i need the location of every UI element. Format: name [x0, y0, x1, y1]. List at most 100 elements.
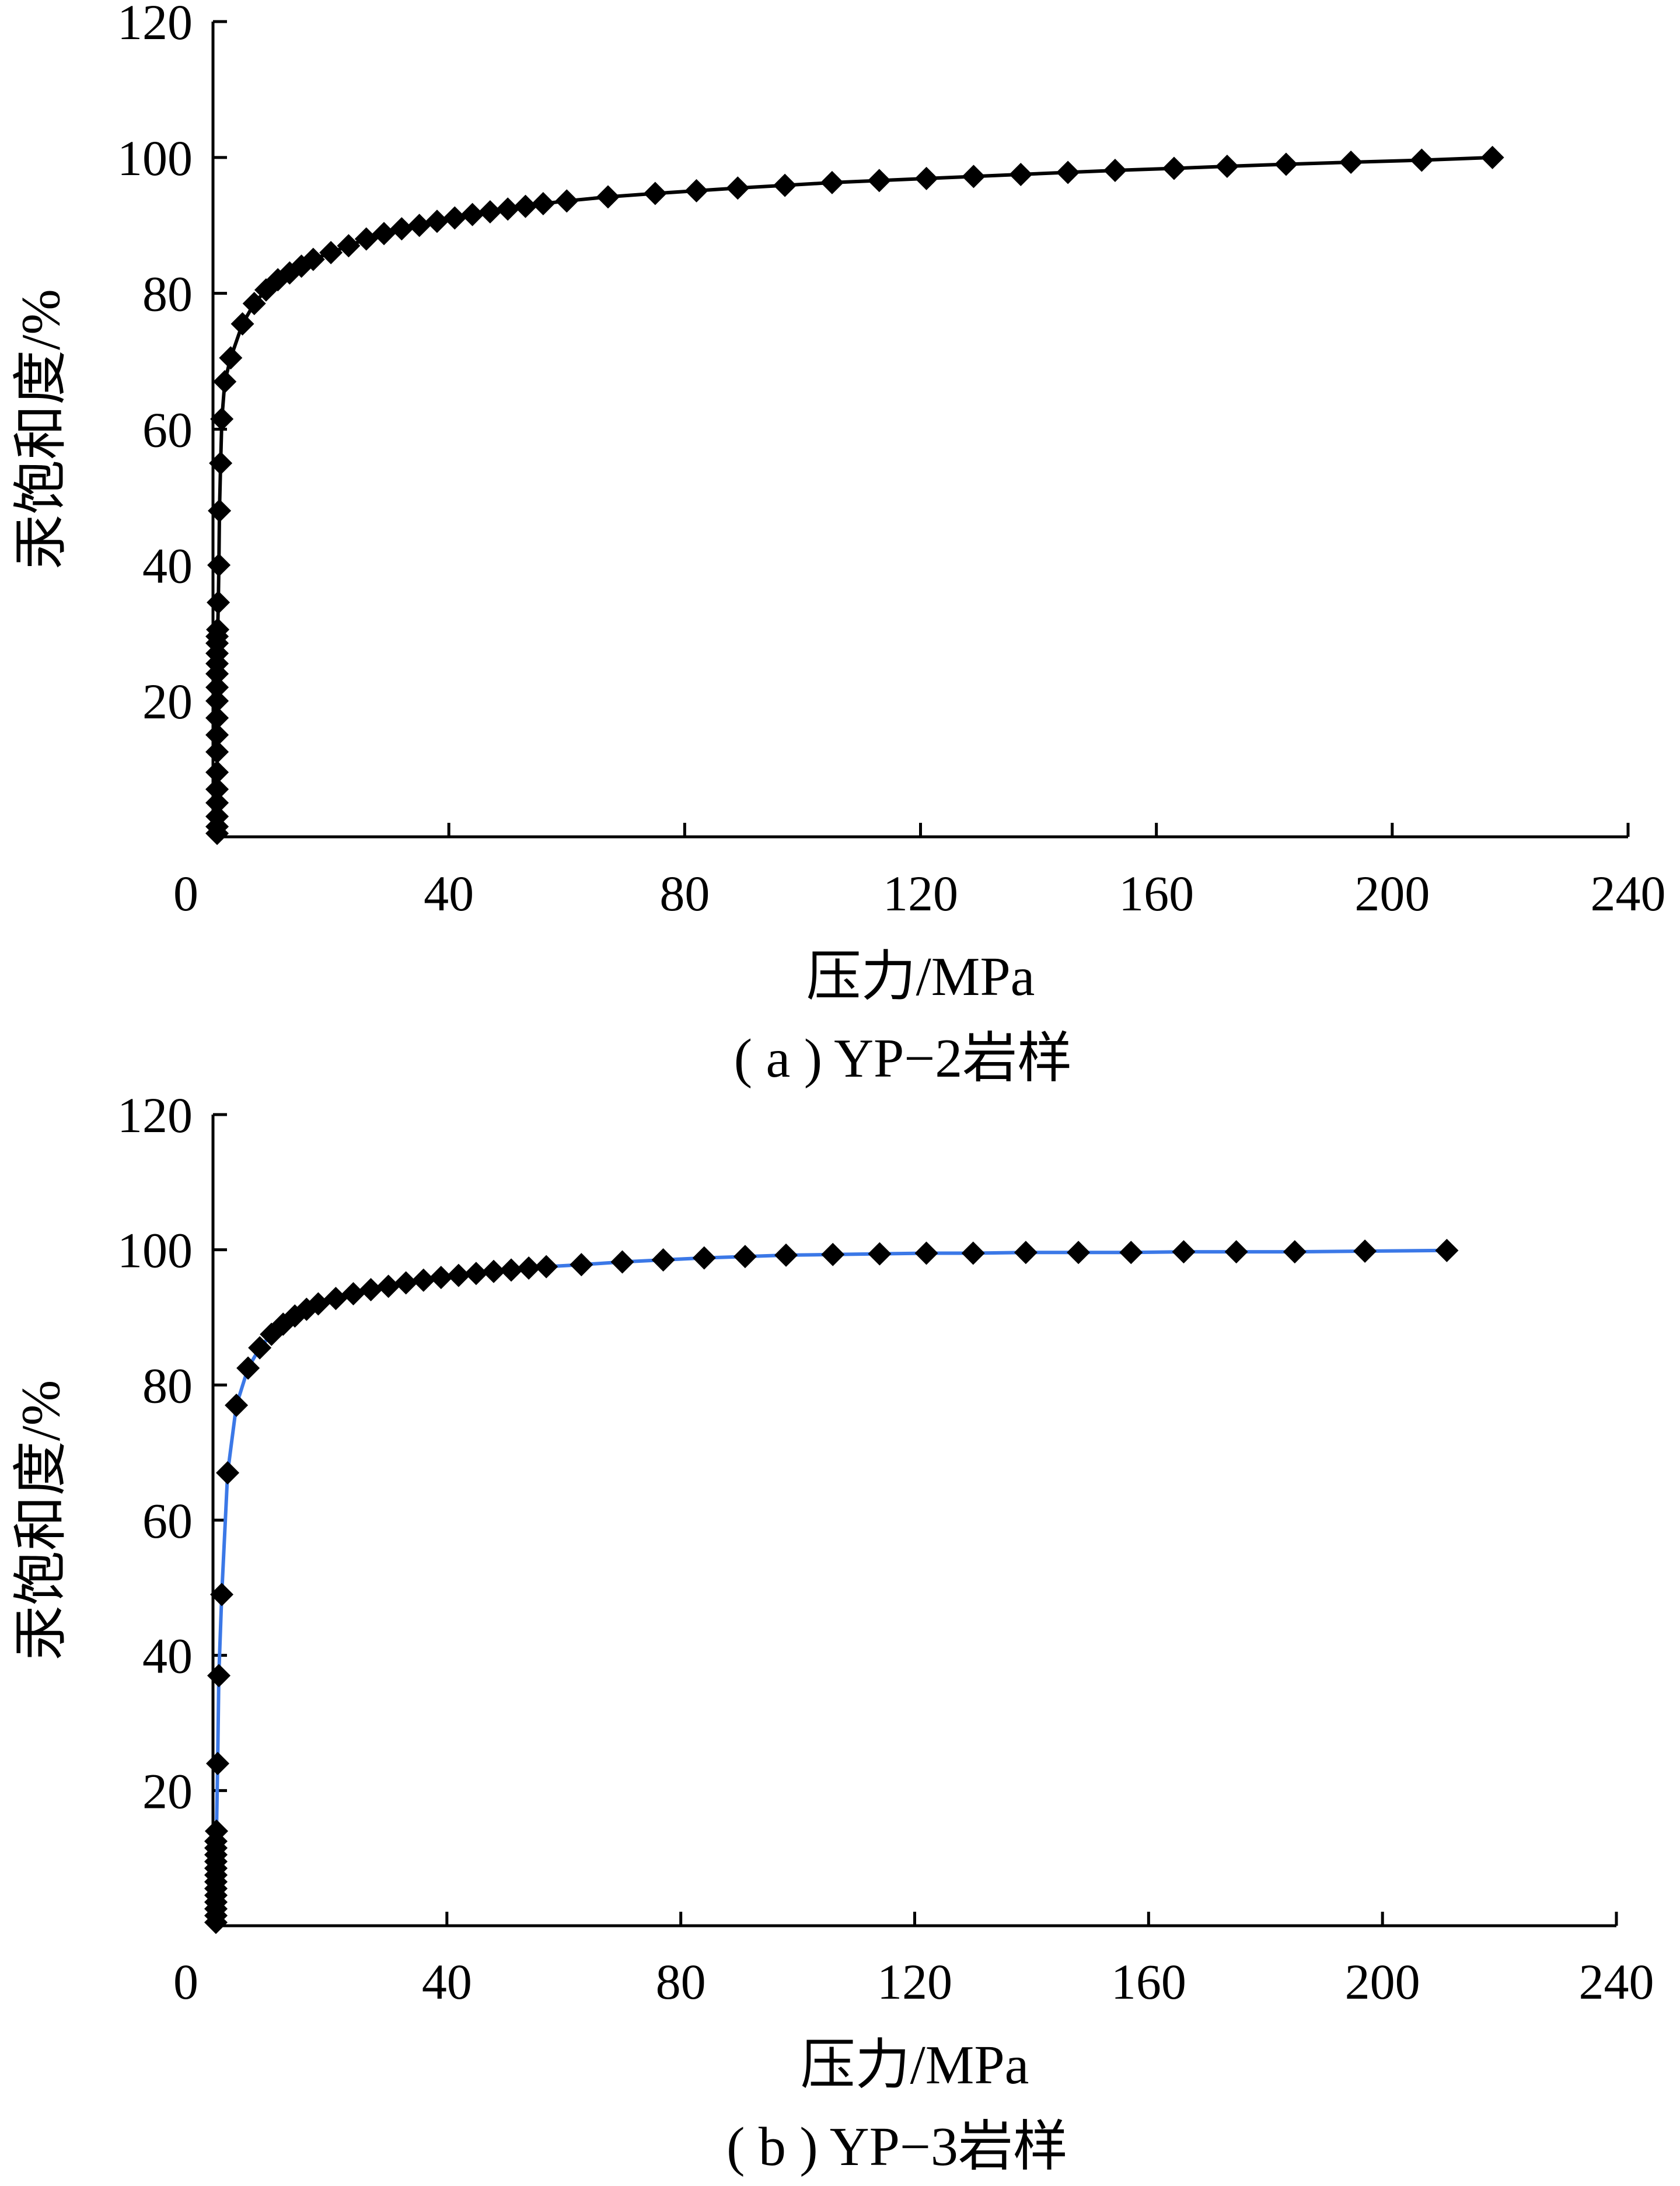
data-point-marker: [206, 617, 230, 641]
data-point-marker: [726, 176, 750, 200]
x-tick-label: 120: [883, 865, 958, 921]
data-point-marker: [278, 261, 302, 285]
chart-caption: ( b ) YP−3岩样: [727, 2117, 1068, 2177]
data-point-marker: [1172, 1240, 1196, 1264]
data-point-marker: [914, 1241, 938, 1265]
data-point-marker: [1103, 158, 1127, 182]
data-point-marker: [1480, 145, 1504, 169]
data-point-marker: [306, 1292, 330, 1316]
data-point-marker: [319, 240, 343, 264]
data-point-marker: [570, 1253, 593, 1277]
data-point-marker: [684, 179, 708, 202]
data-point-marker: [230, 312, 254, 336]
chart-panel-b: 0 40 80 120 160 200 240 20 40 60 80 100 120 压力/MPa 汞饱和…: [11, 1087, 1654, 2177]
y-tick-label: 120: [117, 1087, 193, 1143]
data-point-marker: [1224, 1240, 1248, 1264]
data-point-marker: [1410, 148, 1434, 172]
data-point-marker: [206, 1752, 230, 1775]
data-point-marker: [1274, 152, 1298, 176]
data-point-marker: [210, 1583, 234, 1607]
data-point-marker: [1215, 154, 1239, 178]
y-tick-label: 120: [117, 0, 193, 50]
x-tick-label: 40: [424, 865, 474, 921]
y-tick-label: 100: [117, 130, 193, 186]
data-point-marker: [1339, 150, 1363, 174]
data-point-marker: [1283, 1240, 1307, 1264]
data-point-marker: [1056, 160, 1080, 184]
data-point-marker: [205, 740, 229, 764]
data-point-marker: [207, 553, 231, 577]
series-line: [215, 155, 1493, 834]
y-tick-label: 40: [142, 537, 193, 593]
data-point-marker: [205, 760, 229, 784]
data-point-marker: [443, 206, 467, 230]
data-point-marker: [514, 194, 537, 218]
y-tick-label: 20: [142, 1763, 193, 1819]
data-point-marker: [236, 1356, 260, 1380]
data-point-marker: [555, 189, 579, 213]
data-point-marker: [460, 202, 484, 226]
data-point-marker: [531, 191, 555, 215]
data-point-marker: [208, 499, 232, 523]
data-point-marker: [205, 689, 229, 713]
x-tick-label: 240: [1591, 865, 1666, 921]
data-point-marker: [359, 1278, 383, 1302]
data-point-marker: [205, 1819, 229, 1843]
data-point-marker: [301, 247, 325, 271]
data-point-marker: [337, 234, 361, 258]
y-tick-label: 100: [117, 1223, 193, 1279]
data-point-marker: [205, 805, 229, 829]
data-point-marker: [407, 214, 431, 238]
data-point-marker: [341, 1281, 365, 1305]
y-tick-label: 80: [142, 266, 193, 322]
data-point-marker: [354, 227, 378, 251]
y-tick-label: 40: [142, 1628, 193, 1684]
y-axis-title: 汞饱和度/%: [11, 1380, 72, 1660]
data-point-marker: [1435, 1238, 1459, 1262]
data-point-marker: [216, 1461, 240, 1485]
y-tick-label: 20: [142, 673, 193, 729]
data-point-marker: [219, 346, 243, 370]
series-line: [214, 1248, 1447, 1923]
data-point-marker: [376, 1274, 400, 1298]
data-point-marker: [596, 185, 620, 209]
data-point-marker: [500, 1258, 523, 1282]
data-point-marker: [205, 723, 229, 747]
x-tick-label: 160: [1111, 1954, 1186, 2010]
data-point-marker: [283, 1304, 307, 1328]
data-point-marker: [213, 370, 237, 394]
data-point-marker: [1009, 162, 1033, 186]
y-tick-label: 60: [142, 402, 193, 458]
x-axis-title: 压力/MPa: [801, 2035, 1029, 2096]
data-point-marker: [394, 1271, 418, 1295]
data-point-marker: [692, 1246, 716, 1270]
x-tick-label: 80: [659, 865, 710, 921]
x-tick-label: 200: [1354, 865, 1430, 921]
data-point-marker: [209, 451, 233, 475]
data-point-marker: [868, 1242, 892, 1266]
data-point-marker: [225, 1394, 249, 1417]
data-point-marker: [411, 1268, 435, 1292]
x-tick-label: 240: [1579, 1954, 1654, 2010]
y-tick-label: 60: [142, 1493, 193, 1549]
data-point-marker: [643, 181, 667, 205]
y-axis-title: 汞饱和度/%: [11, 289, 72, 569]
data-point-marker: [914, 166, 938, 190]
data-point-marker: [390, 217, 414, 241]
data-point-marker: [464, 1262, 488, 1286]
data-point-marker: [207, 591, 230, 614]
data-point-marker: [733, 1245, 757, 1269]
data-point-marker: [205, 777, 229, 801]
data-point-marker: [207, 1664, 231, 1688]
x-tick-label: 40: [422, 1954, 472, 2010]
x-tick-label: 80: [656, 1954, 706, 2010]
data-point-marker: [774, 1243, 798, 1267]
data-point-marker: [773, 173, 797, 197]
chart-panel-a: 0 40 80 120 160 200 240 20 40 60 80 100 120 压力/MPa 汞饱和…: [11, 0, 1666, 1089]
data-point-marker: [820, 170, 844, 194]
chart-caption: ( a ) YP−2岩样: [734, 1028, 1073, 1089]
x-tick-label: 120: [877, 1954, 952, 2010]
data-point-marker: [324, 1287, 348, 1311]
data-point-marker: [496, 197, 520, 221]
